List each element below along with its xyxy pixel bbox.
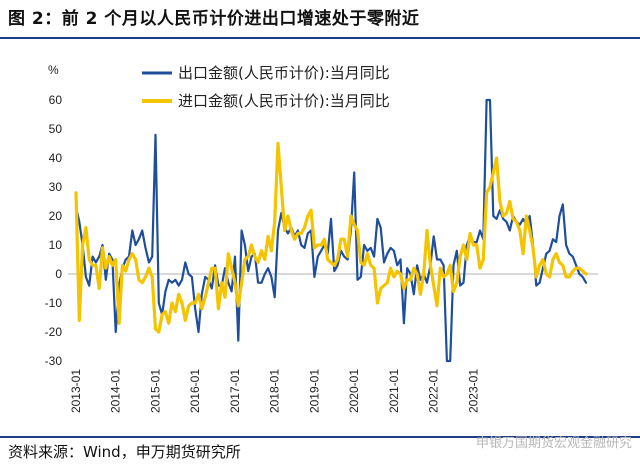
y-tick-label: -10	[45, 296, 63, 310]
y-tick-label: 60	[49, 93, 63, 107]
x-tick-label: 2022-01	[427, 369, 441, 413]
y-tick-label: 50	[49, 122, 63, 136]
x-tick-label: 2016-01	[188, 369, 202, 413]
x-tick-label: 2023-01	[466, 369, 480, 413]
y-tick-label: 20	[49, 209, 63, 223]
watermark-text: 申银万国期货宏观金融研究	[475, 436, 632, 451]
y-unit-label: %	[48, 63, 59, 77]
x-tick-label: 2018-01	[268, 369, 282, 413]
x-tick-label: 2021-01	[387, 369, 401, 413]
bottom-rule	[0, 436, 640, 438]
legend-label-import: 进口金额(人民币计价):当月同比	[178, 92, 390, 110]
y-tick-label: 10	[49, 238, 63, 252]
y-tick-label: 0	[55, 267, 62, 281]
source-note: 资料来源：Wind，申万期货研究所	[8, 443, 241, 461]
y-tick-label: -20	[45, 325, 63, 339]
axes: % -30 -20 -10 0 10 20 30 40 50 60 2013-01 2014-01 201…	[45, 63, 598, 413]
x-tick-label: 2017-01	[228, 369, 242, 413]
y-tick-label: 30	[49, 180, 63, 194]
top-rule	[0, 37, 640, 39]
x-tick-label: 2019-01	[307, 369, 321, 413]
series-line-import	[74, 141, 588, 334]
y-tick-label: -30	[45, 354, 63, 368]
figure-title: 图 2：前 2 个月以人民币计价进出口增速处于零附近	[8, 9, 420, 29]
x-tick-label: 2013-01	[69, 369, 83, 413]
y-tick-label: 40	[49, 151, 63, 165]
series-line-export	[74, 98, 588, 363]
series-lines	[74, 98, 588, 363]
x-tick-label: 2015-01	[148, 369, 162, 413]
x-tick-label: 2020-01	[347, 369, 361, 413]
x-tick-label: 2014-01	[109, 369, 123, 413]
legend-label-export: 出口金额(人民币计价):当月同比	[178, 64, 390, 82]
